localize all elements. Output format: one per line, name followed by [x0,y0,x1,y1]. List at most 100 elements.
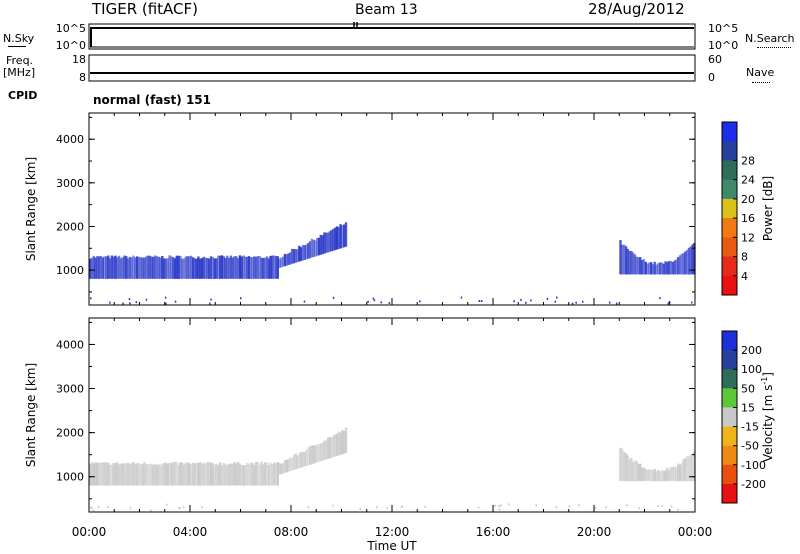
nsky-rule [8,46,26,47]
echo-cell [238,255,242,279]
colorbar-segment [722,445,737,466]
echo-cell [684,251,687,275]
echo-cell [339,432,342,455]
echo-cell [240,465,243,486]
echo-cell [290,458,294,471]
echo-cell [316,444,319,463]
echo-speck [575,301,577,304]
echo-speck [500,504,502,507]
nave-dots [752,82,770,83]
x-tick-label: 20:00 [577,525,612,539]
y-tick-label: 3000 [56,383,84,396]
echo-cell [144,256,148,279]
echo-cell [132,462,135,486]
echo-cell [116,462,119,486]
echo-cell [312,445,315,464]
colorbar-segment [722,464,737,485]
echo-cell [646,263,649,275]
echo-cell [114,255,117,279]
echo-cell [677,463,680,482]
echo-cell [181,258,184,279]
echo-cell [184,462,187,486]
echo-cell [263,462,267,486]
echo-cell [135,463,139,486]
echo-cell [319,443,322,462]
echo-speck [555,506,558,509]
velocity-colorbar: 200 100 50 15 -15 -50 -100 -200 Velocity [m s-1] [721,330,775,504]
echo-cell [141,257,144,279]
echo-cell [323,232,326,254]
y-tick-label: 4000 [56,338,84,351]
echo-cell [282,462,285,474]
echo-cell [658,471,662,482]
echo-cell [285,459,288,473]
echo-cell [642,259,646,275]
echo-speck [90,506,92,509]
echo-cell [280,463,283,474]
beam-title: Beam 13 [355,2,418,18]
y-tick-label: 2000 [56,220,84,233]
x-tick-label: 12:00 [375,525,410,539]
colorbar-tick-label: -100 [741,459,766,472]
echo-band [89,461,279,486]
echo-cell [99,255,103,279]
x-axis-label: Time UT [366,539,417,553]
echo-cell [217,255,220,279]
echo-speck [546,297,549,300]
echo-speck [386,507,388,510]
echo-cell [263,257,267,279]
nsearch-label: N.Search [745,32,795,45]
echo-cell [637,463,640,482]
colorbar-frame [721,330,738,504]
echo-speck [375,506,378,509]
echo-cell [321,235,324,255]
echo-cell [188,463,191,486]
echo-cell [101,462,104,486]
colorbar-segment [722,237,737,257]
echo-cell [197,256,200,279]
echo-cell [89,464,92,486]
echo-cell [299,452,303,468]
freq-right-tick-1: 60 [708,53,722,66]
echo-cell [236,461,240,486]
echo-cell [173,461,177,486]
echo-speck [594,507,597,510]
colorbar-tick-label: -50 [741,440,759,453]
echo-speck [508,503,510,506]
freq-right-tick-2: 0 [708,71,715,84]
echo-cell [325,232,328,253]
echo-cell [285,254,288,266]
echo-cell [682,459,685,482]
echo-cell [166,258,169,279]
echo-speck [691,301,693,304]
echo-speck [97,506,100,509]
colorbar-label: Power [dB] [761,176,775,241]
echo-cell [103,462,106,486]
echo-cell [332,228,335,251]
echo-cell [666,467,669,482]
echo-cell [202,463,205,486]
colorbar-tick-label: 200 [741,344,762,357]
echo-cell [296,249,299,263]
colorbar-segment [722,407,737,427]
echo-speck [90,297,92,300]
colorbar-segment [722,122,737,142]
echo-cell [105,256,108,279]
echo-cell [238,463,242,486]
echo-cell [220,465,224,486]
echo-cell [190,464,193,486]
echo-cell [301,451,305,467]
echo-cell [193,258,196,279]
echo-cell [296,455,299,469]
colorbar-segment [722,369,737,389]
echo-cell [644,469,647,482]
echo-cell [341,430,344,455]
echo-cell [289,457,292,472]
echo-cell [98,462,101,486]
echo-cell [310,238,314,258]
echo-cell [677,257,680,275]
x-tick-label: 08:00 [274,525,309,539]
echo-cell [164,258,168,279]
echo-cell [108,258,112,279]
echo-speck [661,504,664,507]
